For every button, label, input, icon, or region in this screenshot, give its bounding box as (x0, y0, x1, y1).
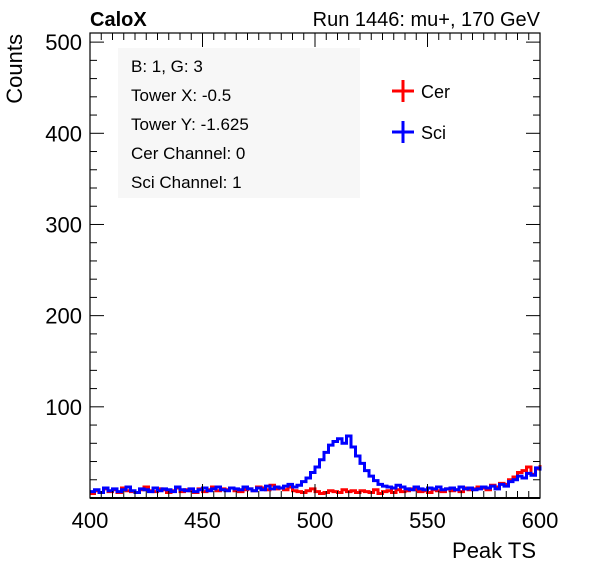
header-run-info: Run 1446: mu+, 170 GeV (313, 9, 541, 31)
x-tick-label: 550 (409, 508, 446, 533)
x-axis-title: Peak TS (452, 538, 536, 563)
legend-label-cer: Cer (421, 82, 450, 102)
y-tick-label: 400 (45, 121, 82, 146)
axes: 400 450 500 550 600 100 200 300 400 500 (45, 30, 558, 533)
y-tick-label: 300 (45, 212, 82, 237)
x-tick-label: 600 (522, 508, 559, 533)
legend-entry-sci: Sci (392, 121, 446, 143)
info-box (118, 48, 360, 198)
info-box-lines: B: 1, G: 3 Tower X: -0.5 Tower Y: -1.625… (131, 57, 249, 192)
x-tick-label: 500 (297, 508, 334, 533)
info-line: B: 1, G: 3 (131, 57, 203, 76)
header-title: CaloX (90, 9, 147, 31)
y-tick-label: 100 (45, 395, 82, 420)
series-sci-line (90, 434, 542, 495)
legend-label-sci: Sci (421, 123, 446, 143)
info-line: Tower Y: -1.625 (131, 115, 249, 134)
x-tick-label: 450 (184, 508, 221, 533)
y-tick-label: 200 (45, 304, 82, 329)
y-tick-label: 500 (45, 30, 82, 55)
y-axis-title: Counts (2, 34, 27, 104)
legend: Cer Sci (392, 80, 450, 143)
x-tick-label: 400 (72, 508, 109, 533)
legend-entry-cer: Cer (392, 80, 450, 102)
info-line: Tower X: -0.5 (131, 86, 231, 105)
info-line: Sci Channel: 1 (131, 173, 242, 192)
info-line: Cer Channel: 0 (131, 144, 245, 163)
